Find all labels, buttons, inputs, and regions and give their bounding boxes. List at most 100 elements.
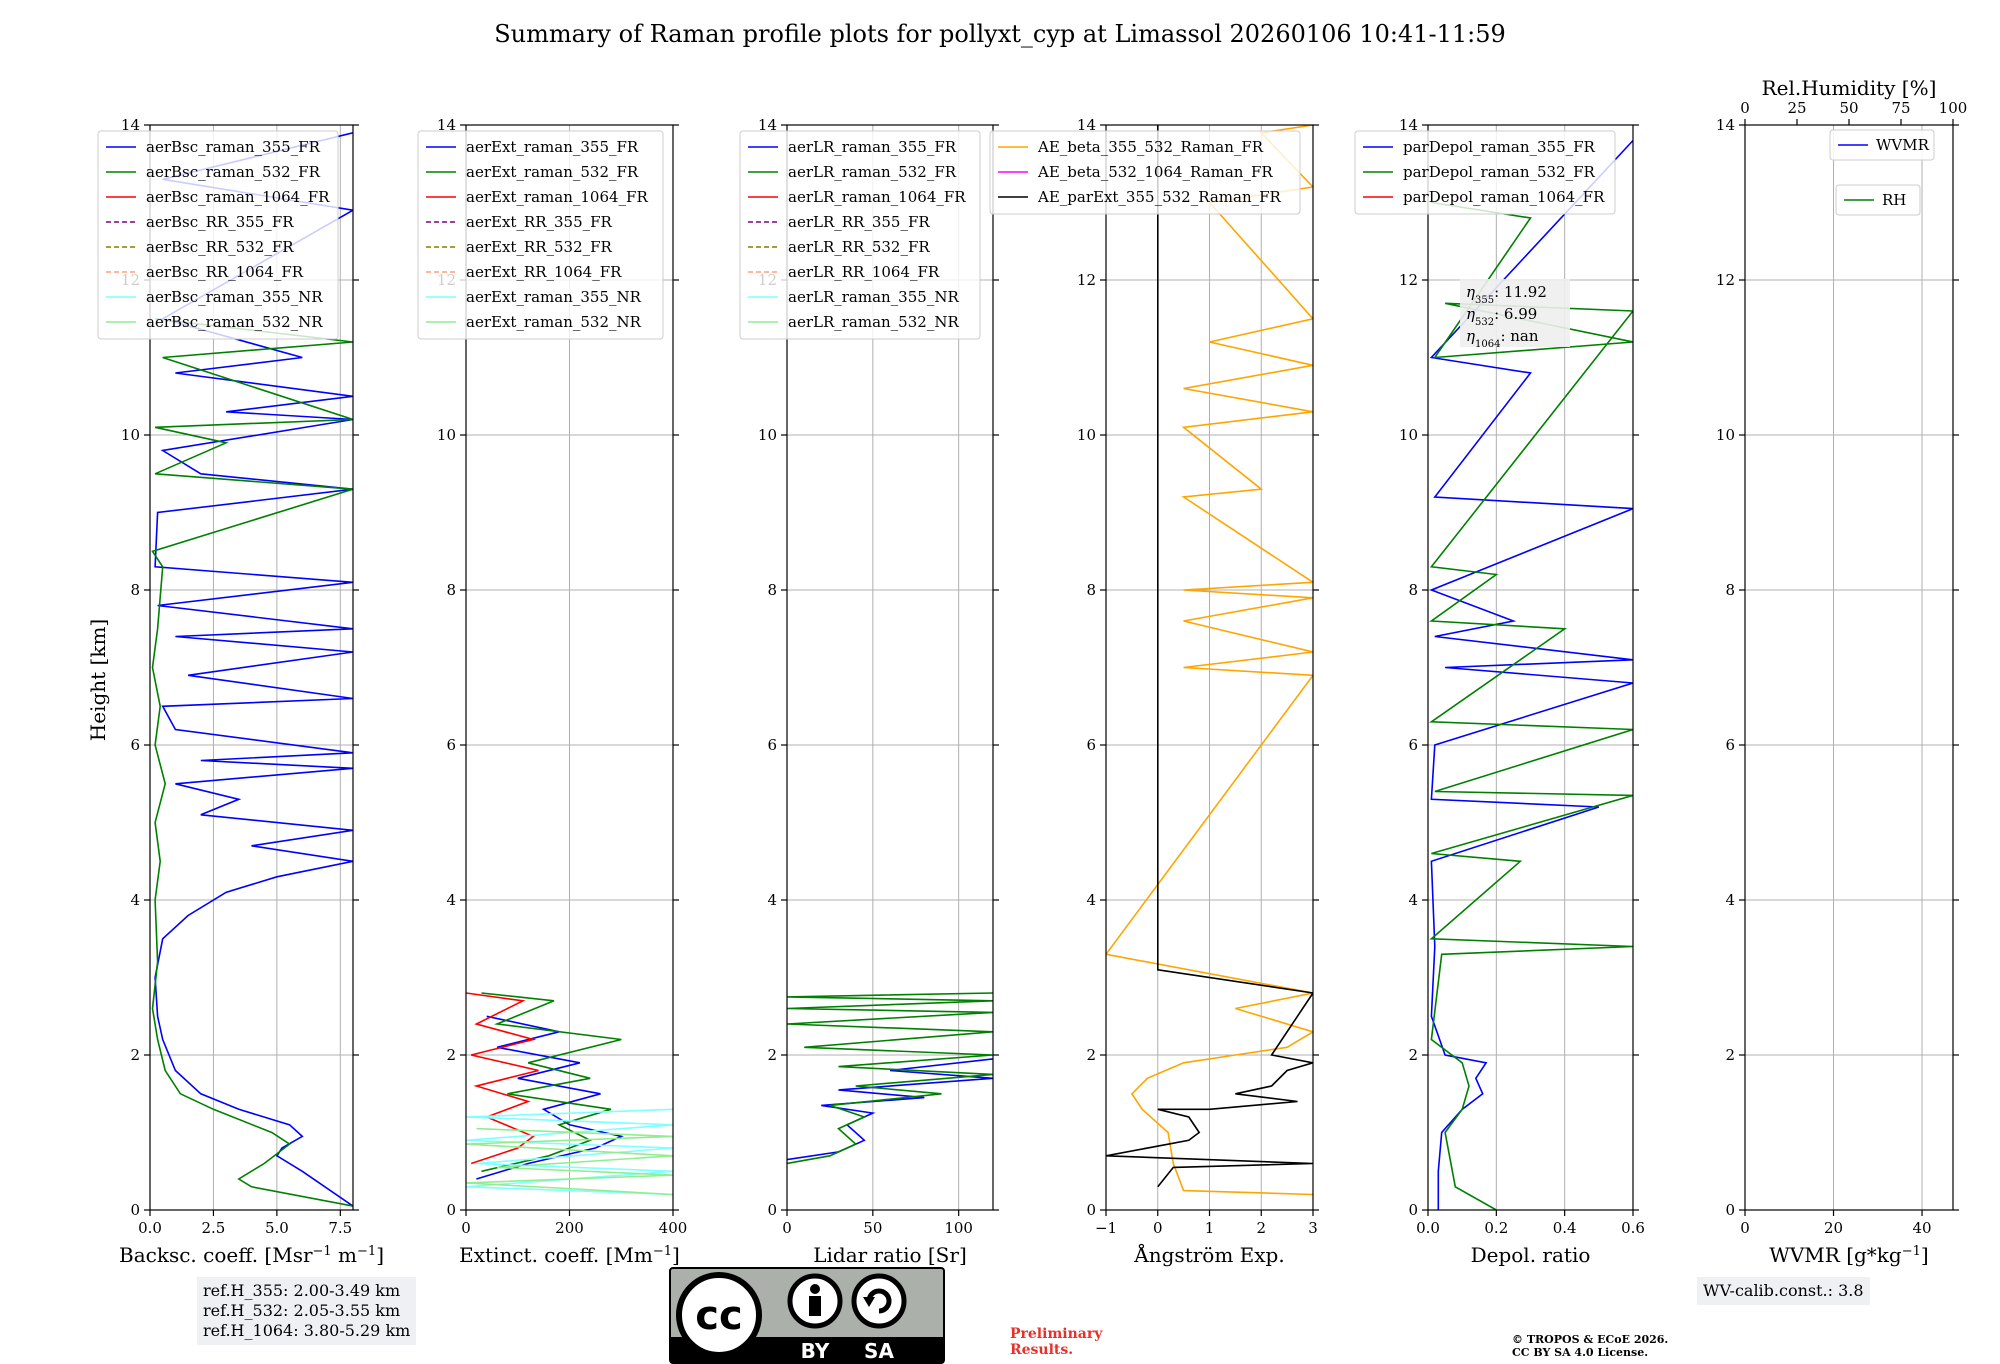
ref-h-532: ref.H_532: 2.05-3.55 km [203,1301,401,1320]
legend-label: aerLR_RR_355_FR [788,213,930,231]
series-group [1106,125,1313,1196]
legend: aerBsc_raman_355_FR aerBsc_raman_532_FRae… [97,130,339,340]
x-label-text: ] [376,1243,384,1267]
series-line-aerBsc_raman_532_FR [151,318,353,1207]
x-axis-label: Extinct. coeff. [Mm−1] [459,1243,680,1267]
x-label-text: Backsc. coeff. [Msr [119,1243,313,1267]
x-tick-label: 5.0 [265,1219,289,1237]
y-axis-label: Height [km] [86,619,110,741]
legend-label: AE_beta_355_532_Raman_FR [1037,138,1264,156]
x-tick-label: −1 [1095,1219,1117,1237]
copyright-line2: CC BY SA 4.0 License. [1512,1346,1649,1359]
y-tick-label: 4 [130,891,140,909]
x-tick-label: 7.5 [328,1219,352,1237]
x-label-text: Depol. ratio [1471,1243,1591,1267]
legend-label: aerBsc_raman_532_FR [146,163,321,181]
legend-label: parDepol_raman_1064_FR [1403,188,1605,206]
panel-5: 0.0 0.2 0.4 0.6 0 2 4 6 8 10 12 14 Depol. ratio parDe… [1354,116,1645,1267]
y-tick-label: 0 [130,1201,140,1219]
x-axis-label: Depol. ratio [1471,1243,1591,1267]
legend-label: WVMR [1876,136,1930,154]
y-tick-label: 8 [1725,581,1735,599]
annotation-line: η355: 11.92 [1466,283,1547,306]
y-tick-label: 14 [121,116,140,134]
y-tick-label: 14 [758,116,777,134]
y-tick-label: 2 [767,1046,777,1064]
panel-3: 05010002468101214Lidar ratio [Sr]aerLR_r… [739,116,999,1267]
series-line-aerBsc_raman_355_FR [154,132,353,1207]
legend-frame [989,130,1301,215]
x-label-text: Ångström Exp. [1133,1242,1284,1267]
legend-label: parDepol_raman_355_FR [1403,138,1596,156]
x-tick-label: 2 [1256,1219,1266,1237]
legend-frame [1829,129,1935,161]
legend-label: aerLR_raman_532_NR [788,313,959,331]
x-axis-label: Backsc. coeff. [Msr−1 m−1] [119,1243,384,1267]
y-tick-label: 6 [1408,736,1418,754]
legend-label: aerBsc_raman_1064_FR [146,188,330,206]
legend-label: aerBsc_raman_532_NR [146,313,323,331]
legend-frame [1835,184,1921,216]
legend-label: aerLR_raman_355_NR [788,288,959,306]
legend-label: aerExt_raman_355_FR [466,138,639,156]
legend-label: aerBsc_RR_355_FR [146,213,294,231]
top-tick-label: 0 [1740,99,1750,117]
y-tick-label: 8 [446,581,456,599]
x-label-text: ] [1921,1243,1929,1267]
annotation-line: η532: 6.99 [1466,305,1537,328]
series-group [151,132,353,1207]
x-tick-label: 0 [1740,1219,1750,1237]
x-tick-label: 0 [1153,1219,1163,1237]
legend: AE_beta_355_532_Raman_FR AE_beta_532_1064… [989,130,1301,215]
series-line-AE_beta_355_532_Raman_FR [1106,125,1313,1196]
series-line-aerExt_raman_532_FR [481,992,622,1173]
top-tick-label: 25 [1787,99,1806,117]
legend-label: RH [1882,191,1906,209]
y-tick-label: 0 [1086,1201,1096,1219]
legend-label: aerLR_raman_1064_FR [788,188,966,206]
series-line-aerLR_raman_355_FR [787,1058,993,1161]
legend: aerLR_raman_355_FR aerLR_raman_532_FR aerL… [739,130,981,340]
ref-h-1064: ref.H_1064: 3.80-5.29 km [203,1321,411,1340]
x-axis-label: WVMR [g*kg−1] [1769,1243,1928,1267]
top-tick-label: 100 [1939,99,1968,117]
series-group [466,992,673,1196]
legend-label: aerBsc_raman_355_FR [146,138,321,156]
y-tick-label: 8 [130,581,140,599]
y-tick-label: 10 [1716,426,1735,444]
y-tick-label: 6 [446,736,456,754]
x-tick-label: 0.4 [1553,1219,1577,1237]
y-tick-label: 2 [1086,1046,1096,1064]
legend-label: aerExt_raman_355_NR [466,288,642,306]
top-axis-label: Rel.Humidity [%] [1762,76,1937,100]
axes-frame [149,124,354,1211]
y-tick-label: 8 [1408,581,1418,599]
y-tick-label: 14 [1077,116,1096,134]
y-tick-label: 0 [446,1201,456,1219]
y-tick-label: 12 [1077,271,1096,289]
legend-label: AE_beta_532_1064_Raman_FR [1037,163,1273,181]
y-tick-label: 6 [1725,736,1735,754]
x-tick-label: 50 [863,1219,882,1237]
legend-label: AE_parExt_355_532_Raman_FR [1037,188,1282,206]
cc-mark: cc [695,1293,742,1339]
y-tick-label: 4 [1408,891,1418,909]
legend-label: parDepol_raman_532_FR [1403,163,1596,181]
legend-label: aerExt_RR_1064_FR [466,263,622,281]
x-label-text: WVMR [g*kg [1769,1243,1902,1267]
reference-height-info: ref.H_355: 2.00-3.49 km ref.H_532: 2.05-… [197,1277,417,1345]
series-line-aerExt_raman_532_NR [466,1127,673,1196]
series-line-aerLR_raman_532_FR [787,992,993,1165]
legend-label: aerBsc_RR_1064_FR [146,263,304,281]
y-tick-label: 14 [1716,116,1735,134]
x-label-superscript: −1 [653,1244,672,1259]
y-tick-label: 2 [130,1046,140,1064]
y-tick-label: 4 [767,891,777,909]
prelim-line2: Results. [1010,1342,1074,1358]
x-tick-label: 0.0 [138,1219,162,1237]
x-tick-label: 0 [782,1219,792,1237]
top-tick-label: 75 [1891,99,1910,117]
